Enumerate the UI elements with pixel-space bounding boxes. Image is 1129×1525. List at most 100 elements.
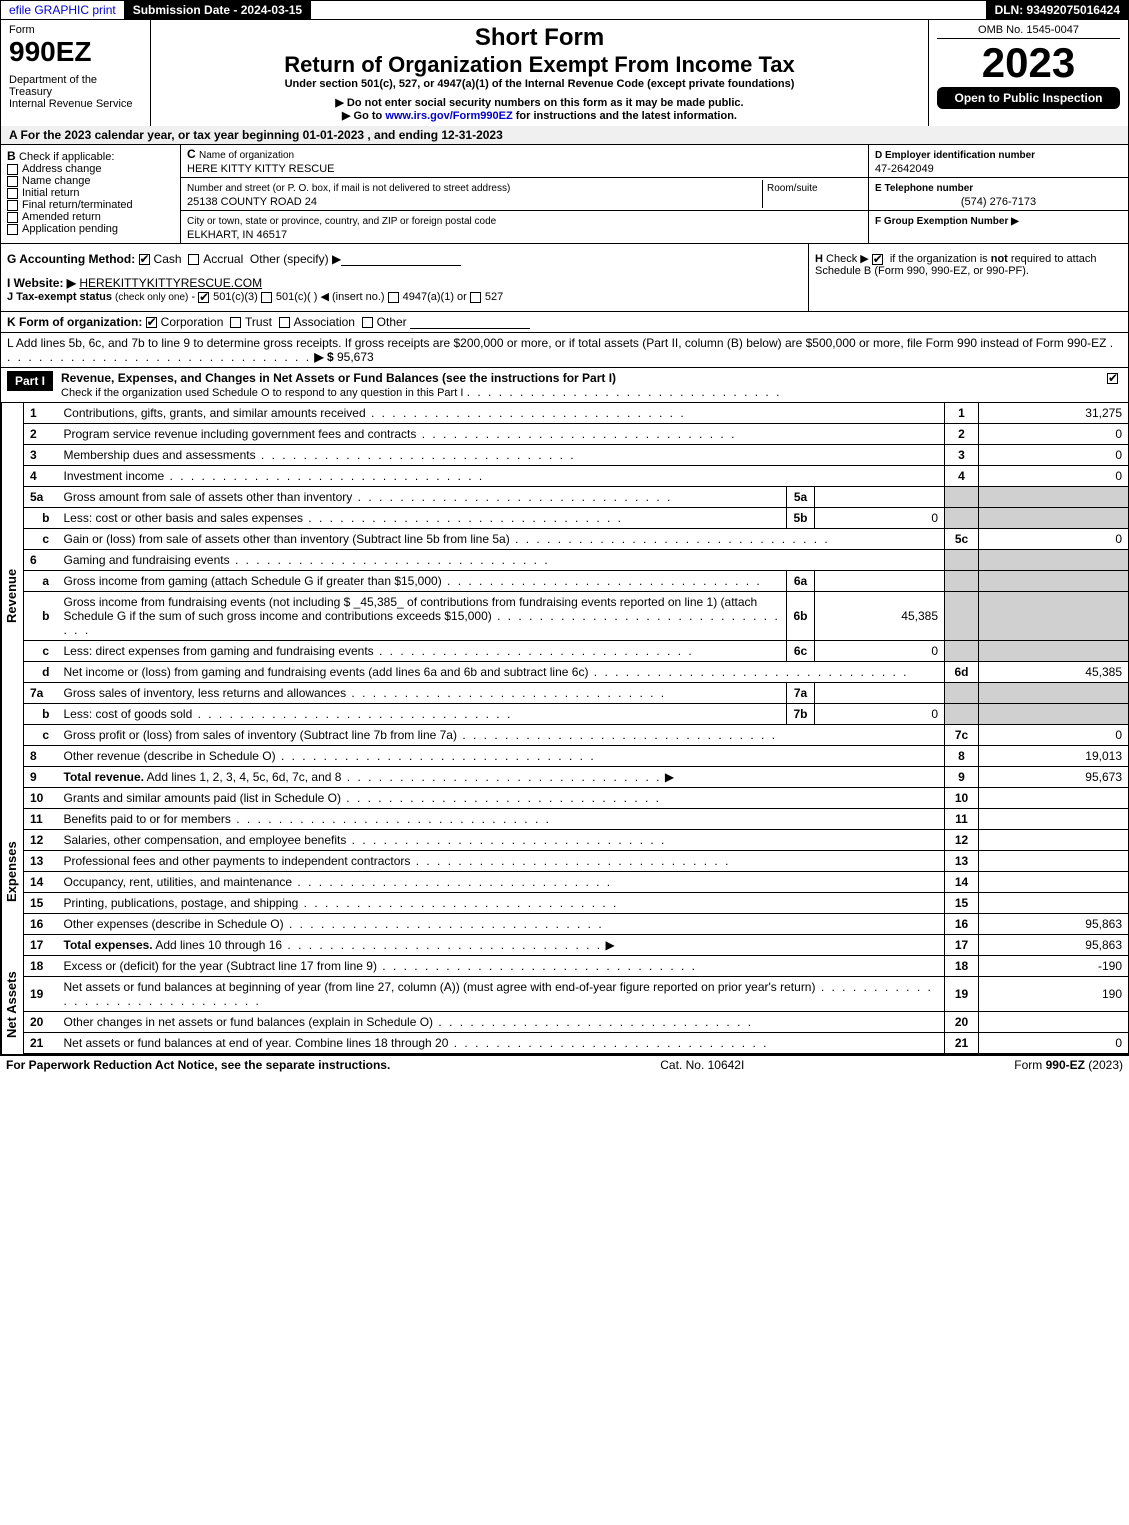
chk-trust[interactable] xyxy=(230,317,241,328)
k-other-blank[interactable] xyxy=(410,317,530,329)
dots xyxy=(230,553,550,567)
table-row: 4Investment income40 xyxy=(24,466,1129,487)
linecol: 11 xyxy=(945,809,979,830)
subline-value xyxy=(815,571,945,592)
row-a-calendar-year: A For the 2023 calendar year, or tax yea… xyxy=(0,126,1129,145)
i-label: I Website: ▶ xyxy=(7,276,76,290)
line-number: a xyxy=(24,571,58,592)
col-c: C Name of organization HERE KITTY KITTY … xyxy=(181,145,868,243)
chk-other-org[interactable] xyxy=(362,317,373,328)
e-phone-row: E Telephone number (574) 276-7173 xyxy=(869,178,1128,211)
topbar-spacer xyxy=(311,1,986,19)
line-desc: Professional fees and other payments to … xyxy=(58,851,945,872)
subline-number: 6c xyxy=(787,641,815,662)
line-number: 20 xyxy=(24,1012,58,1033)
line-desc: Gross amount from sale of assets other t… xyxy=(58,487,787,508)
subline-number: 5b xyxy=(787,508,815,529)
efile-link[interactable]: efile GRAPHIC print xyxy=(1,1,125,19)
line-desc: Investment income xyxy=(58,466,945,487)
footer-cat: Cat. No. 10642I xyxy=(660,1058,744,1072)
dots xyxy=(303,511,623,525)
footer-form: 990-EZ xyxy=(1046,1058,1085,1072)
gh-left: G Accounting Method: Cash Accrual Other … xyxy=(1,244,808,311)
dots xyxy=(284,917,604,931)
chk-amended-return[interactable]: Amended return xyxy=(7,211,174,223)
d-ein-row: D Employer identification number 47-2642… xyxy=(869,145,1128,178)
dots xyxy=(448,1036,768,1050)
linecol: 9 xyxy=(945,767,979,788)
linecol: 18 xyxy=(945,956,979,977)
footer-year: (2023) xyxy=(1085,1058,1123,1072)
line-number: 12 xyxy=(24,830,58,851)
expenses-label: Expenses xyxy=(1,788,23,956)
chk-final-return[interactable]: Final return/terminated xyxy=(7,199,174,211)
irs-gov-link[interactable]: www.irs.gov/Form990EZ xyxy=(385,110,512,122)
chk-accrual[interactable] xyxy=(188,254,199,265)
chk-assoc[interactable] xyxy=(279,317,290,328)
topbar: efile GRAPHIC print Submission Date - 20… xyxy=(0,0,1129,20)
amount-grey xyxy=(979,487,1129,508)
line-desc: Gross sales of inventory, less returns a… xyxy=(58,683,787,704)
line-number: 9 xyxy=(24,767,58,788)
table-row: 21Net assets or fund balances at end of … xyxy=(24,1033,1129,1054)
table-row: 20Other changes in net assets or fund ba… xyxy=(24,1012,1129,1033)
table-row: 19Net assets or fund balances at beginni… xyxy=(24,977,1129,1012)
chk-501c[interactable] xyxy=(261,292,272,303)
line-number: 11 xyxy=(24,809,58,830)
l-gross-receipts: L Add lines 5b, 6c, and 7b to line 9 to … xyxy=(0,333,1129,368)
c-name-label: Name of organization xyxy=(199,150,294,161)
chk-4947[interactable] xyxy=(388,292,399,303)
org-city: ELKHART, IN 46517 xyxy=(187,229,287,241)
dots xyxy=(346,686,666,700)
dots xyxy=(433,1015,753,1029)
k-assoc: Association xyxy=(294,315,355,329)
line-desc: Program service revenue including govern… xyxy=(58,424,945,445)
line-number: 5a xyxy=(24,487,58,508)
chk-corp[interactable] xyxy=(146,317,157,328)
amount-grey xyxy=(979,704,1129,725)
g-other-blank[interactable] xyxy=(341,254,461,266)
table-row: 16Other expenses (describe in Schedule O… xyxy=(24,914,1129,935)
linecol-grey xyxy=(945,550,979,571)
amount xyxy=(979,1012,1129,1033)
linecol: 7c xyxy=(945,725,979,746)
efile-link-text[interactable]: efile GRAPHIC print xyxy=(9,3,116,17)
table-row: 1Contributions, gifts, grants, and simil… xyxy=(24,403,1129,424)
linecol: 20 xyxy=(945,1012,979,1033)
table-row: bLess: cost of goods sold7b0 xyxy=(24,704,1129,725)
k-other: Other xyxy=(377,315,407,329)
amount xyxy=(979,872,1129,893)
chk-cash[interactable] xyxy=(139,254,150,265)
linecol: 15 xyxy=(945,893,979,914)
line-desc: Contributions, gifts, grants, and simila… xyxy=(58,403,945,424)
h-check: H Check ▶ if the organization is not req… xyxy=(808,244,1128,311)
line-desc: Less: cost of goods sold xyxy=(58,704,787,725)
k-label: K Form of organization: xyxy=(7,315,142,329)
dots xyxy=(510,532,830,546)
line-number: b xyxy=(24,704,58,725)
header-left: Form 990EZ Department of the Treasury In… xyxy=(1,20,151,126)
dots xyxy=(457,728,777,742)
chk-527[interactable] xyxy=(470,292,481,303)
chk-name-change[interactable]: Name change xyxy=(7,175,174,187)
chk-application-pending[interactable]: Application pending xyxy=(7,223,174,235)
line-desc: Net assets or fund balances at beginning… xyxy=(58,977,945,1012)
amount: 0 xyxy=(979,529,1129,550)
dots xyxy=(298,896,618,910)
netassets-label: Net Assets xyxy=(1,956,23,1054)
linecol: 10 xyxy=(945,788,979,809)
line-number: 21 xyxy=(24,1033,58,1054)
dots xyxy=(410,854,730,868)
c-room-label: Room/suite xyxy=(767,183,818,194)
chk-initial-return[interactable]: Initial return xyxy=(7,187,174,199)
table-row: 8Other revenue (describe in Schedule O)8… xyxy=(24,746,1129,767)
subline-value: 0 xyxy=(815,641,945,662)
part1-chk-end xyxy=(1102,371,1122,385)
note-ssn: ▶ Do not enter social security numbers o… xyxy=(159,96,920,109)
amount: 0 xyxy=(979,1033,1129,1054)
line-number: 17 xyxy=(24,935,58,956)
chk-501c3[interactable] xyxy=(198,292,209,303)
chk-schedule-o[interactable] xyxy=(1107,373,1118,384)
chk-address-change[interactable]: Address change xyxy=(7,163,174,175)
chk-h[interactable] xyxy=(872,254,883,265)
